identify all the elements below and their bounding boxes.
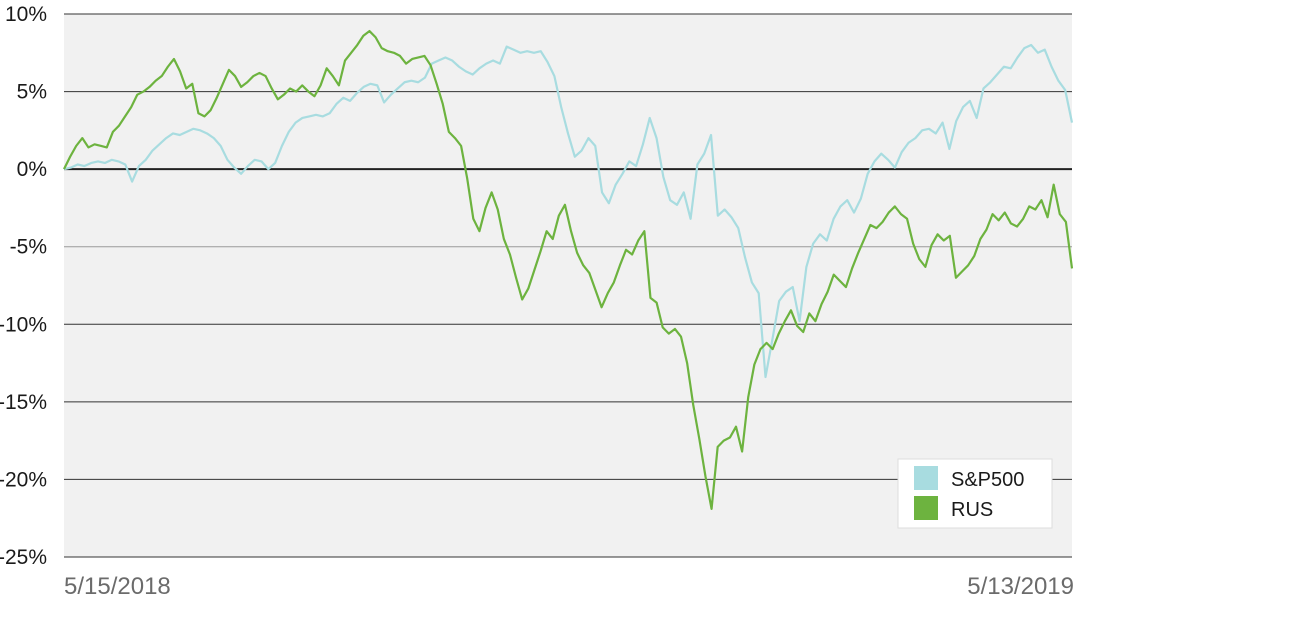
legend: S&P500 RUS [897,458,1053,529]
legend-swatch-rus [914,496,938,520]
y-tick-label: 0% [17,158,47,181]
y-tick-label: -10% [0,313,47,336]
y-axis-tick-labels: 10% 5% 0% -5% -10% -15% -20% -25% [0,3,47,569]
legend-label-rus: RUS [951,499,993,521]
legend-label-sp500: S&P500 [951,469,1024,491]
y-tick-label: 5% [17,81,47,104]
series-lines [63,29,1074,511]
x-axis-end-label: 5/13/2019 [967,573,1074,600]
legend-swatch-sp500 [914,466,938,490]
y-tick-label: -15% [0,391,47,414]
series-line-rus [63,29,1074,511]
y-tick-label: 10% [5,3,47,26]
series-line-sp500 [63,43,1074,379]
x-axis-start-label: 5/15/2018 [64,573,171,600]
y-tick-label: -20% [0,468,47,491]
y-tick-label: -25% [0,546,47,569]
y-tick-label: -5% [10,236,47,259]
